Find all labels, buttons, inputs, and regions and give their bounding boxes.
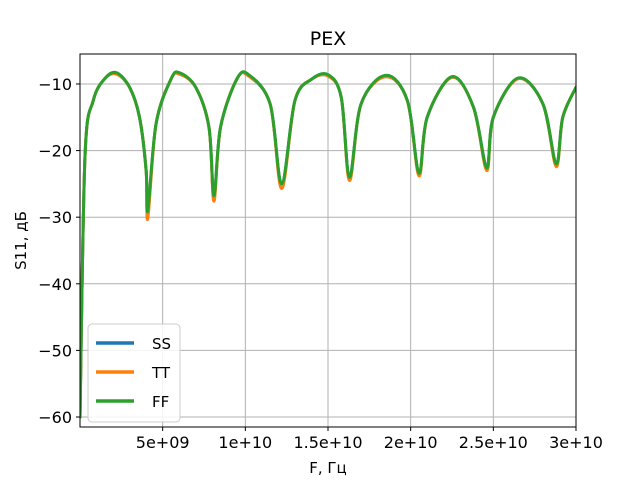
series-lines <box>80 70 576 419</box>
x-axis-label: F, Гц <box>309 459 347 477</box>
y-tick-label: −40 <box>38 275 72 294</box>
legend-label-ss: SS <box>152 335 171 353</box>
series-line-ff <box>80 70 576 419</box>
x-tick-label: 1.5e+10 <box>293 433 362 452</box>
axis-ticks: 5e+09 1e+10 1.5e+10 2e+10 2.5e+10 3e+10 −60 −50… <box>38 75 603 452</box>
x-tick-label: 5e+09 <box>136 433 190 452</box>
y-tick-label: −60 <box>38 408 72 427</box>
x-tick-label: 2.5e+10 <box>459 433 528 452</box>
y-tick-label: −30 <box>38 208 72 227</box>
y-tick-label: −50 <box>38 341 72 360</box>
chart-title: PEX <box>310 28 346 50</box>
legend-label-tt: TT <box>151 364 171 382</box>
x-tick-label: 3e+10 <box>549 433 603 452</box>
y-tick-label: −20 <box>38 142 72 161</box>
y-tick-label: −10 <box>38 75 72 94</box>
legend-label-ff: FF <box>152 393 169 411</box>
legend: SS TT FF <box>87 323 181 423</box>
x-tick-label: 2e+10 <box>384 433 438 452</box>
x-tick-label: 1e+10 <box>218 433 272 452</box>
y-axis-label: S11, дБ <box>12 211 30 270</box>
